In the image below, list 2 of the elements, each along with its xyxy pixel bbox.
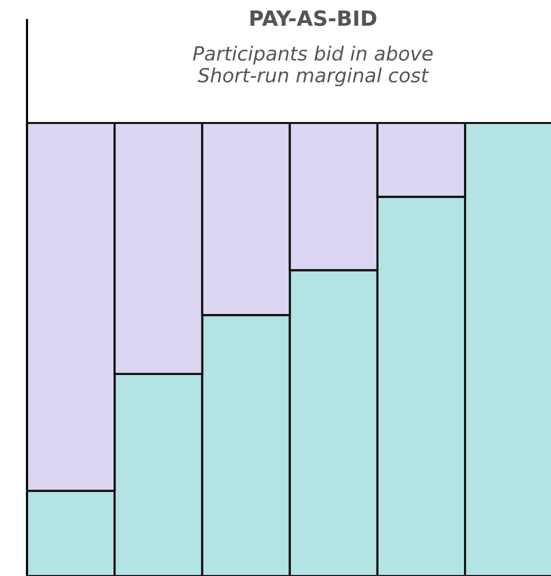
chart-title: PAY-AS-BID [250, 10, 376, 26]
chart-subtitle: Participants bid in above Short-run marginal cost [192, 46, 433, 86]
